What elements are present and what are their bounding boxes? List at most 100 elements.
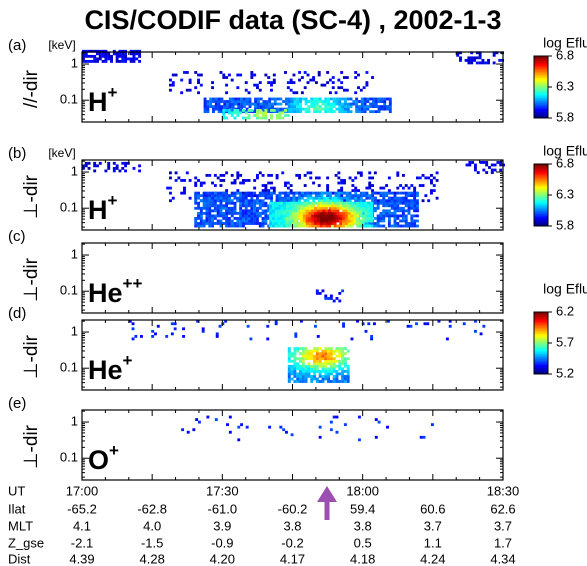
spectrogram-pixel — [241, 219, 245, 223]
spectrogram-pixel — [470, 58, 474, 62]
spectrogram-pixel — [293, 107, 297, 111]
spectrogram-pixel — [220, 100, 224, 103]
spectrogram-pixel — [237, 100, 241, 103]
spectrogram-pixel — [332, 352, 336, 356]
spectrogram-pixel — [368, 194, 372, 198]
spectrogram-pixel — [183, 191, 186, 195]
spectrogram-pixel — [490, 163, 494, 167]
spectrogram-pixel — [354, 71, 358, 74]
colorbar-segment — [534, 198, 548, 200]
spectrogram-pixel — [261, 189, 265, 193]
spectrogram-pixel — [301, 380, 305, 383]
spectrogram-pixel — [250, 219, 254, 223]
spectrogram-pixel — [315, 354, 319, 358]
spectrogram-pixel — [278, 111, 282, 115]
spectrogram-pixel — [366, 100, 370, 103]
spectrogram-pixel — [367, 217, 371, 220]
spectrogram-pixel — [294, 217, 298, 220]
spectrogram-pixel — [327, 354, 331, 358]
colorbar-segment — [534, 360, 548, 362]
spectrogram-pixel — [302, 222, 306, 225]
spectrogram-pixel — [357, 105, 361, 108]
colorbar-segment — [534, 191, 548, 194]
spectrogram-pixel — [329, 352, 333, 356]
spectrogram-pixel — [254, 110, 258, 114]
spectrogram-pixel — [388, 102, 392, 106]
spectrogram-pixel — [314, 211, 317, 215]
spectrogram-pixel — [239, 209, 243, 213]
spectrogram-pixel — [233, 211, 237, 215]
spectrogram-pixel — [197, 91, 200, 95]
spectrogram-pixel — [231, 102, 235, 106]
row-label: Ilat — [8, 501, 26, 516]
spectrogram-pixel — [267, 194, 271, 198]
spectrogram-pixel — [216, 191, 220, 195]
spectrogram-pixel — [292, 81, 296, 85]
spectrogram-pixel — [199, 206, 203, 210]
spectrogram-pixel — [448, 324, 452, 328]
spectrogram-pixel — [396, 171, 400, 175]
spectrogram-pixel — [227, 211, 231, 215]
spectrogram-pixel — [222, 199, 226, 203]
spectrogram-pixel — [227, 206, 231, 210]
spectrogram-pixel — [227, 111, 231, 115]
spectrogram-pixel — [369, 110, 373, 114]
spectrogram-pixel — [261, 191, 265, 195]
spectrogram-pixel — [287, 375, 291, 378]
cell: 4.0 — [143, 518, 161, 533]
spectrogram-pixel — [216, 199, 220, 203]
spectrogram-pixel — [305, 209, 309, 213]
spectrogram-pixel — [318, 362, 322, 366]
spectrogram-pixel — [182, 334, 186, 338]
spectrogram-pixel — [351, 194, 355, 198]
spectrogram-pixel — [186, 430, 190, 434]
colorbar-segment — [534, 367, 548, 370]
spectrogram-pixel — [314, 206, 317, 210]
spectrogram-pixel — [241, 211, 245, 215]
spectrogram-pixel — [135, 52, 139, 56]
spectrogram-pixel — [244, 88, 248, 92]
spectrogram-pixel — [129, 57, 133, 61]
spectrogram-pixel — [241, 196, 245, 200]
spectrogram-pixel — [333, 224, 337, 228]
spectrogram-pixel — [302, 204, 306, 208]
spectrogram-pixel — [256, 199, 259, 203]
spectrogram-pixel — [197, 214, 200, 218]
y-axis-label: ⊥-dir — [21, 334, 42, 379]
spectrogram-pixel — [370, 214, 374, 218]
spectrogram-pixel — [318, 364, 322, 368]
spectrogram-pixel — [328, 222, 331, 225]
colorbar-segment — [534, 65, 548, 68]
spectrogram-pixel — [413, 209, 417, 213]
spectrogram-pixel — [239, 173, 243, 177]
spectrogram-pixel — [297, 222, 301, 225]
spectrogram-pixel — [138, 52, 142, 56]
spectrogram-pixel — [308, 214, 312, 218]
spectrogram-pixel — [332, 369, 336, 373]
spectrogram-pixel — [319, 217, 323, 220]
spectrogram-pixel — [327, 97, 331, 101]
spectrogram-pixel — [93, 57, 97, 61]
spectrogram-pixel — [321, 100, 325, 103]
colorbar-segment — [534, 93, 548, 96]
spectrogram-pixel — [84, 52, 88, 56]
spectrogram-pixel — [348, 194, 352, 198]
spectrogram-pixel — [284, 109, 287, 112]
spectrogram-pixel — [475, 56, 479, 60]
spectrogram-pixel — [267, 217, 271, 220]
spectrogram-pixel — [306, 81, 310, 85]
spectrogram-pixel — [344, 211, 348, 215]
spectrogram-pixel — [262, 105, 266, 108]
y-tick-label: 1 — [71, 413, 78, 428]
spectrogram-pixel — [327, 372, 331, 376]
spectrogram-pixel — [432, 184, 436, 187]
spectrogram-pixel — [354, 196, 358, 200]
spectrogram-pixel — [305, 206, 309, 210]
spectrogram-pixel — [236, 191, 240, 195]
spectrogram-pixel — [293, 380, 297, 383]
spectrogram-pixel — [430, 191, 433, 195]
spectrogram-pixel — [151, 329, 155, 333]
spectrogram-pixel — [269, 214, 273, 218]
spectrogram-pixel — [295, 191, 299, 195]
spectrogram-pixel — [219, 199, 223, 203]
